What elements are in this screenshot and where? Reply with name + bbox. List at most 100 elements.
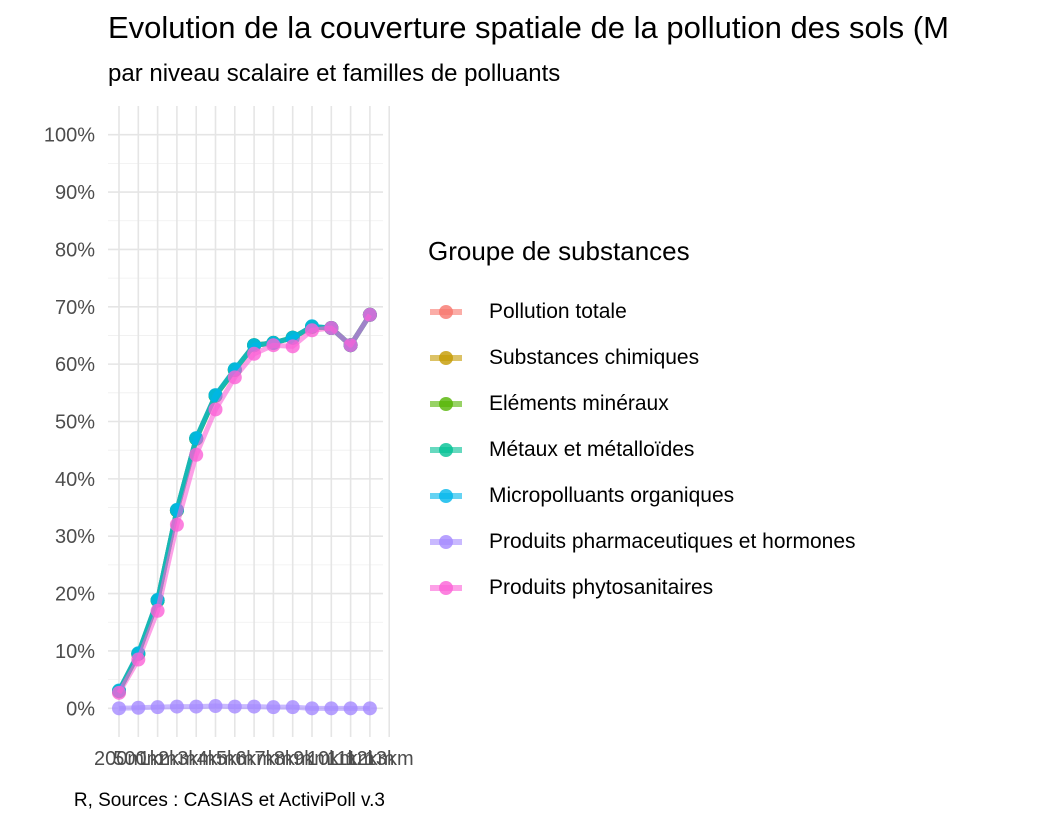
data-point <box>227 699 242 714</box>
series-line <box>116 313 373 693</box>
data-point <box>227 370 242 385</box>
legend-key-point <box>439 535 453 549</box>
data-point <box>150 603 165 618</box>
data-point <box>324 320 339 335</box>
legend-label: Produits pharmaceutiques et hormones <box>489 530 856 553</box>
legend-label: Pollution totale <box>489 300 627 323</box>
series-lines <box>112 307 377 716</box>
data-point <box>247 699 262 714</box>
x-tick-label: 8km <box>274 748 312 770</box>
y-axis-tick-labels: 0% 10% 20% 30% 40% 50% 60% 70% 80% 90% 100% <box>44 125 95 721</box>
x-tick-label: 12km <box>345 748 394 770</box>
legend-key-point <box>439 581 453 595</box>
x-tick-label: 6km <box>235 748 273 770</box>
y-tick-label: 20% <box>55 584 95 606</box>
data-point <box>131 652 146 667</box>
grid-lines <box>108 106 391 737</box>
x-tick-label: 11km <box>327 748 374 770</box>
data-point <box>112 701 126 716</box>
series-line <box>116 313 373 693</box>
y-tick-label: 100% <box>44 125 95 147</box>
legend-key-point <box>439 443 453 457</box>
data-point <box>362 701 377 716</box>
x-axis-tick-labels: 200m500m1km2km3km4km5km6km7km8km9km10km1… <box>94 748 414 770</box>
series-line <box>116 313 373 693</box>
legend-item: Eléments minéraux <box>428 381 856 427</box>
data-point <box>324 701 339 716</box>
data-point <box>343 701 358 716</box>
legend-key <box>428 392 464 416</box>
data-point <box>305 323 319 338</box>
data-point <box>247 346 262 361</box>
x-tick-label: 200m <box>94 748 144 770</box>
legend-key <box>428 300 464 324</box>
x-tick-label: 13km <box>365 748 414 770</box>
x-tick-label: 9km <box>293 748 331 770</box>
series-group <box>112 699 377 716</box>
data-point <box>285 339 300 354</box>
legend-item: Pollution totale <box>428 289 856 335</box>
chart-subtitle: par niveau scalaire et familles de pollu… <box>108 60 561 87</box>
y-tick-label: 60% <box>55 354 95 376</box>
data-point <box>169 699 184 714</box>
data-point <box>266 700 281 715</box>
legend-key <box>428 346 464 370</box>
y-tick-label: 80% <box>55 239 95 261</box>
legend-item: Micropolluants organiques <box>428 473 856 519</box>
data-point <box>131 700 146 715</box>
x-tick-label: 3km <box>177 748 215 770</box>
data-point <box>189 699 204 714</box>
data-point <box>305 701 319 716</box>
data-point <box>169 517 184 532</box>
legend-item: Métaux et métalloïdes <box>428 427 856 473</box>
x-tick-label: 5km <box>216 748 254 770</box>
legend-item: Produits pharmaceutiques et hormones <box>428 519 856 565</box>
legend-label: Métaux et métalloïdes <box>489 438 695 461</box>
y-tick-label: 30% <box>55 526 95 548</box>
legend-label: Micropolluants organiques <box>489 484 735 507</box>
data-point <box>208 402 223 417</box>
y-tick-label: 40% <box>55 469 95 491</box>
y-tick-label: 0% <box>66 698 95 720</box>
data-point <box>208 388 223 403</box>
y-tick-label: 10% <box>55 641 95 663</box>
legend-label: Produits phytosanitaires <box>489 576 714 599</box>
legend-key <box>428 438 464 462</box>
legend-item: Substances chimiques <box>428 335 856 381</box>
legend-key <box>428 530 464 554</box>
legend-key-point <box>439 305 453 319</box>
legend-key <box>428 484 464 508</box>
data-point <box>150 700 165 715</box>
x-tick-label: 500m <box>113 748 163 770</box>
x-tick-label: 10km <box>307 748 356 770</box>
data-point <box>343 338 358 353</box>
legend-key <box>428 576 464 600</box>
legend-item: Produits phytosanitaires <box>428 565 856 611</box>
x-tick-label: 7km <box>255 748 293 770</box>
x-tick-label: 1km <box>139 748 177 770</box>
series-line <box>116 313 373 695</box>
legend-label: Substances chimiques <box>489 346 700 369</box>
data-point <box>189 447 204 462</box>
y-tick-label: 70% <box>55 297 95 319</box>
data-point <box>208 699 223 714</box>
series-group <box>112 307 377 700</box>
legend-items: Pollution totale Substances chimiques Elém… <box>428 289 856 611</box>
data-point <box>362 307 377 322</box>
x-tick-label: 4km <box>197 748 235 770</box>
legend-key-point <box>439 351 453 365</box>
legend-key-point <box>439 489 453 503</box>
legend-title: Groupe de substances <box>428 236 690 266</box>
legend: Groupe de substances Pollution totale Sub… <box>428 236 856 611</box>
data-point <box>266 338 281 353</box>
x-tick-label: 2km <box>158 748 196 770</box>
data-point <box>285 700 300 715</box>
chart-title: Evolution de la couverture spatiale de l… <box>108 10 949 45</box>
y-tick-label: 50% <box>55 412 95 434</box>
legend-label: Eléments minéraux <box>489 392 669 415</box>
data-point <box>112 685 126 700</box>
series-line <box>116 313 373 693</box>
y-tick-label: 90% <box>55 182 95 204</box>
chart-caption: R, Sources : CASIAS et ActiviPoll v.3 <box>73 790 385 811</box>
